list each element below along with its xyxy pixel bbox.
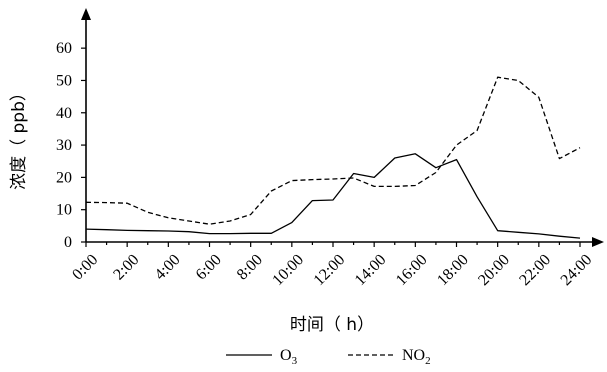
x-tick-label: 22:00	[516, 251, 554, 289]
series-line-o3	[85, 153, 581, 239]
axes	[81, 8, 604, 247]
x-tick-label: 0:00	[69, 251, 101, 283]
y-ticks: 0 10 20 30 40 50 60	[56, 40, 86, 251]
y-tick-label: 10	[56, 202, 72, 219]
x-tick-label: 18:00	[434, 251, 472, 289]
legend-label-no2: NO2	[402, 347, 431, 367]
x-tick-label: 2:00	[110, 251, 142, 283]
x-tick-label: 8:00	[234, 251, 266, 283]
series-lines	[85, 76, 581, 239]
series-line-no2	[85, 76, 581, 225]
x-tick-label: 6:00	[193, 251, 225, 283]
x-tick-label: 16:00	[393, 251, 431, 289]
x-tick-label: 4:00	[152, 251, 184, 283]
x-tick-label: 12:00	[311, 251, 349, 289]
y-tick-label: 40	[56, 105, 72, 122]
x-tick-label: 24:00	[558, 251, 596, 289]
y-tick-label: 20	[56, 169, 72, 186]
x-tick-label: 10:00	[269, 251, 307, 289]
legend: O3 NO2	[226, 347, 431, 367]
y-tick-label: 0	[64, 234, 72, 251]
x-axis-arrow	[592, 237, 604, 247]
y-tick-label: 30	[56, 137, 72, 154]
x-tick-label: 20:00	[475, 251, 513, 289]
legend-label-o3: O3	[280, 347, 298, 367]
x-axis-label: 时间（ h）	[290, 315, 374, 335]
y-axis-arrow	[81, 8, 91, 20]
y-axis-label: 浓度（ ppb）	[9, 84, 29, 190]
y-tick-label: 60	[56, 40, 72, 57]
x-tick-label: 14:00	[352, 251, 390, 289]
y-tick-label: 50	[56, 72, 72, 89]
x-ticks: 0:00 2:00 4:00 6:00 8:00 10:00 12:00 14:00 16:00…	[69, 242, 595, 289]
